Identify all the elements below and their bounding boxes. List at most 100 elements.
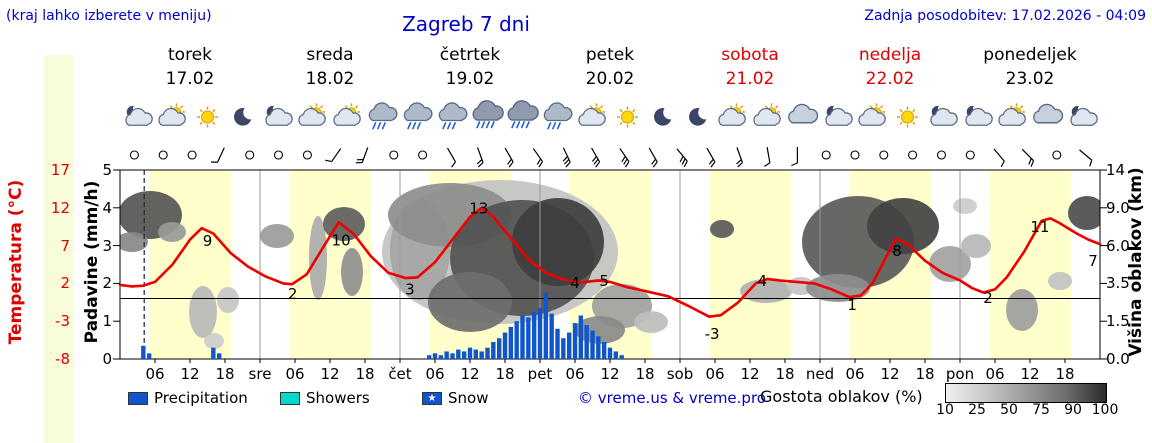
temperature-tick: 12 xyxy=(50,198,70,217)
time-label-18: 18 xyxy=(635,365,655,383)
weather-icon-sun-cloud xyxy=(998,103,1026,126)
cloud-density-scale-value: 75 xyxy=(1032,402,1050,418)
day-header-torek: torek 17.02 xyxy=(120,45,260,89)
temperature-value-label: 2 xyxy=(983,289,993,307)
left-strip xyxy=(44,55,74,443)
day-date: 21.02 xyxy=(725,69,775,89)
time-label-12: 12 xyxy=(180,365,200,383)
cloud-height-tick: 9.0 xyxy=(1106,198,1130,217)
temperature-value-label: 1 xyxy=(847,296,857,314)
day-header-nedelja: nedelja 22.02 xyxy=(820,45,960,89)
weather-icon-sun xyxy=(617,106,638,128)
temperature-value-label: 4 xyxy=(570,274,580,292)
wind-calm-icon xyxy=(389,150,399,160)
precipitation-swatch xyxy=(128,392,148,405)
wind-barb-icon xyxy=(706,147,716,168)
wind-calm-icon xyxy=(879,150,889,160)
temperature-tick: 7 xyxy=(60,236,70,255)
day-name: nedelja xyxy=(858,45,922,65)
time-label-12: 12 xyxy=(460,365,480,383)
day-date: 17.02 xyxy=(165,69,215,89)
weather-icon-rain xyxy=(438,102,468,130)
day-name: petek xyxy=(585,45,635,65)
weather-icon-sun-cloud xyxy=(578,103,606,126)
weather-icon-moon-cloud xyxy=(265,105,293,126)
cloud-density-layer xyxy=(120,180,1100,349)
cloud-height-tick: 3.5 xyxy=(1106,274,1130,293)
wind-calm-icon xyxy=(418,150,428,160)
wind-barb-icon xyxy=(619,148,630,168)
precipitation-tick: 0 xyxy=(102,350,112,368)
snow-legend-label: Snow xyxy=(448,389,489,407)
cloud-density-scale-value: 10 xyxy=(936,402,954,418)
cloud-density-scale-value: 25 xyxy=(968,402,986,418)
showers-legend-label: Showers xyxy=(306,389,370,407)
weather-icon-sun xyxy=(197,106,218,128)
temperature-value-label: 5 xyxy=(599,272,609,290)
cloud-height-tick: 0.0 xyxy=(1106,350,1130,368)
time-label-18: 18 xyxy=(495,365,515,383)
wind-barb-icon xyxy=(736,147,743,168)
day-date: 18.02 xyxy=(305,69,355,89)
wind-barb-icon xyxy=(210,147,225,163)
precipitation-tick: 3 xyxy=(102,236,112,255)
cloud-density-legend-label: Gostota oblakov (%) xyxy=(760,387,923,406)
wind-calm-icon xyxy=(302,150,312,160)
location-hint: (kraj lahko izberete v meniju) xyxy=(6,8,212,24)
day-date: 22.02 xyxy=(865,69,915,89)
wind-barb-icon xyxy=(562,147,571,168)
last-update: Zadnja posodobitev: 17.02.2026 - 04:09 xyxy=(864,8,1146,24)
wind-barb-icon xyxy=(476,147,484,168)
weather-icon-sun-cloud xyxy=(298,103,326,126)
weather-icon-sun-cloud xyxy=(753,103,781,126)
day-header-petek: petek 20.02 xyxy=(540,45,680,89)
daylight-band xyxy=(989,170,1071,359)
cloud-height-tick: 1.5 xyxy=(1106,312,1130,331)
daylight-band xyxy=(709,170,791,359)
wind-barb-icon xyxy=(355,147,369,164)
time-label-čet: čet xyxy=(388,365,412,383)
cloud-density-scale-value: 90 xyxy=(1064,402,1082,418)
copyright-link[interactable]: © vreme.us & vreme.pro xyxy=(578,389,766,407)
time-label-sre: sre xyxy=(248,365,272,383)
time-label-06: 06 xyxy=(285,365,305,383)
time-label-06: 06 xyxy=(985,365,1005,383)
wind-barb-icon xyxy=(993,148,1005,168)
wind-calm-icon xyxy=(821,150,831,160)
temperature-line xyxy=(118,206,1102,319)
weather-icon-moon-cloud xyxy=(1070,105,1098,126)
cloud-height-tick: 6.0 xyxy=(1106,236,1130,255)
weather-icon-rain xyxy=(368,102,398,130)
wind-calm-icon xyxy=(158,150,168,160)
wind-barb-icon xyxy=(1021,148,1035,167)
snow-star-icon: ★ xyxy=(427,393,437,404)
wind-calm-icon xyxy=(245,150,255,160)
weather-icon-cloud xyxy=(788,103,819,124)
weather-icon-rain xyxy=(543,102,573,130)
wind-barb-icon xyxy=(648,147,658,168)
day-header-sobota: sobota 21.02 xyxy=(680,45,820,89)
weather-icon-moon xyxy=(234,107,252,126)
wind-barb-icon xyxy=(532,148,543,168)
time-label-06: 06 xyxy=(145,365,165,383)
wind-barb-icon xyxy=(764,147,771,167)
time-label-06: 06 xyxy=(425,365,445,383)
day-date: 20.02 xyxy=(585,69,635,89)
precipitation-bars xyxy=(141,292,624,359)
day-name: sreda xyxy=(306,45,354,65)
precipitation-tick: 4 xyxy=(102,198,112,217)
wind-calm-icon xyxy=(129,150,139,160)
weather-icon-sun-cloud xyxy=(333,103,361,126)
day-header-sreda: sreda 18.02 xyxy=(260,45,400,89)
cloud-density-scale-value: 100 xyxy=(1091,402,1119,418)
wind-barb-icon xyxy=(504,147,514,168)
time-label-12: 12 xyxy=(880,365,900,383)
time-label-ned: ned xyxy=(805,365,835,383)
temperature-tick: 2 xyxy=(60,274,70,293)
weather-icon-moon-cloud xyxy=(965,105,993,126)
wind-barb-icon xyxy=(325,148,342,163)
time-label-12: 12 xyxy=(600,365,620,383)
weather-icon-cloud xyxy=(1033,103,1064,124)
